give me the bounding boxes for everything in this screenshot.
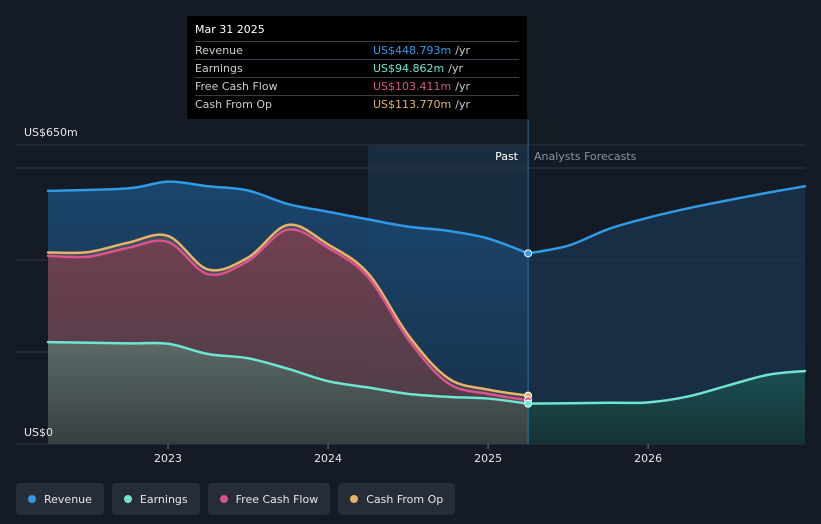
x-tick-label: 2025 (474, 452, 502, 465)
past-label: Past (495, 150, 519, 163)
tooltip-label: Free Cash Flow (195, 80, 278, 93)
tooltip-row-cash-from-op: Cash From Op US$113.770m/yr (195, 95, 519, 113)
earnings-forecast-line (526, 369, 807, 405)
tooltip-value: US$103.411m (373, 80, 452, 93)
earnings-forecast-area (528, 370, 805, 444)
cash-from-op-line (46, 223, 530, 397)
series-markers (524, 249, 533, 408)
earnings-line (46, 340, 530, 405)
free-cash-flow-line (46, 228, 530, 402)
legend-label: Revenue (44, 492, 92, 506)
earnings-area (48, 342, 529, 444)
x-tick-label: 2024 (314, 452, 342, 465)
tooltip-value: US$94.862m (373, 62, 445, 75)
y-axis-top-label: US$650m (24, 126, 78, 139)
legend: Revenue Earnings Free Cash Flow Cash Fro… (16, 483, 456, 515)
tooltip-value: US$448.793m (373, 44, 452, 57)
tooltip-unit: /yr (455, 80, 470, 93)
tooltip-unit: /yr (448, 62, 463, 75)
y-axis-bottom-label: US$0 (24, 426, 53, 439)
revenue-forecast-line (526, 185, 807, 255)
legend-item-revenue[interactable]: Revenue (16, 483, 104, 515)
legend-item-cash-from-op[interactable]: Cash From Op (338, 483, 456, 515)
tooltip: Mar 31 2025 Revenue US$448.793m/yr Earni… (187, 16, 527, 119)
tooltip-unit: /yr (455, 98, 470, 111)
forecast-label: Analysts Forecasts (534, 150, 637, 163)
tooltip-label: Cash From Op (195, 98, 273, 111)
legend-item-free-cash-flow[interactable]: Free Cash Flow (207, 483, 331, 515)
tooltip-value: US$113.770m (373, 98, 452, 111)
revenue-forecast-area (528, 186, 805, 444)
free-cash-flow-dot-icon (219, 495, 228, 503)
legend-label: Earnings (139, 492, 188, 506)
series-areas (48, 181, 805, 444)
tooltip-date: Mar 31 2025 (195, 23, 265, 36)
legend-label: Cash From Op (366, 492, 444, 506)
revenue-dot-icon (28, 495, 36, 503)
revenue-marker (524, 249, 533, 258)
tooltip-row-free-cash-flow: Free Cash Flow US$103.411m/yr (195, 77, 519, 95)
cash-from-op-dot-icon (350, 495, 359, 503)
x-axis: 2023 2024 2025 2026 (154, 444, 662, 465)
tooltip-label: Earnings (195, 62, 243, 75)
revenue-line (46, 180, 530, 255)
legend-item-earnings[interactable]: Earnings (111, 483, 200, 515)
legend-label: Free Cash Flow (235, 492, 319, 506)
x-tick-label: 2023 (154, 452, 182, 465)
earnings-marker (524, 399, 533, 408)
tooltip-unit: /yr (455, 44, 470, 57)
tooltip-row-earnings: Earnings US$94.862m/yr (195, 59, 519, 77)
earnings-dot-icon (123, 495, 132, 503)
tooltip-row-revenue: Revenue US$448.793m/yr (195, 41, 519, 59)
series-lines (46, 180, 807, 405)
tooltip-label: Revenue (195, 44, 243, 57)
x-tick-label: 2026 (634, 452, 662, 465)
